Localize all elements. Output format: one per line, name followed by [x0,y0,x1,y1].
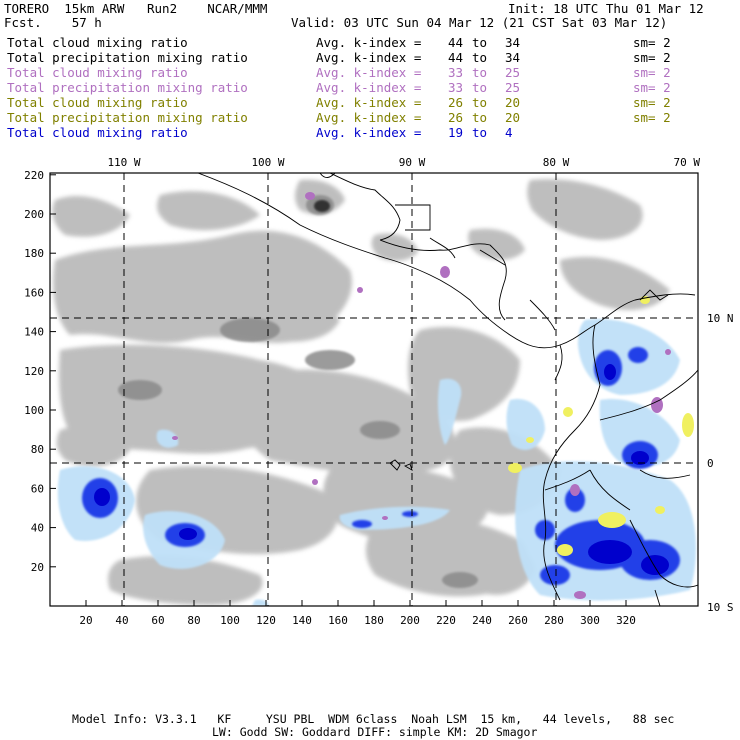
longitude-label: 100 W [251,156,284,169]
legend-field-name: Total cloud mixing ratio [7,95,188,110]
y-tick-label: 40 [31,522,44,535]
longitude-label: 80 W [543,156,570,169]
legend-field-name: Total cloud mixing ratio [7,35,188,50]
longitude-label: 70 W [674,156,701,169]
legend-kindex-max: 25 [505,65,521,80]
x-tick-label: 160 [328,614,348,627]
y-tick-label: 100 [24,404,44,417]
legend-kindex-min: 33 [448,80,464,95]
legend-smoothing: sm= 2 [633,35,671,50]
longitude-label: 110 W [107,156,140,169]
legend-kindex-max: 20 [505,110,521,125]
x-tick-label: 220 [436,614,456,627]
x-tick-label: 140 [292,614,312,627]
valid-time: Valid: 03 UTC Sun 04 Mar 12 (21 CST Sat … [291,15,668,30]
x-tick-label: 180 [364,614,384,627]
y-tick-label: 180 [24,247,44,260]
legend-field-name: Total cloud mixing ratio [7,65,188,80]
x-tick-label: 300 [580,614,600,627]
x-tick-label: 320 [616,614,636,627]
latitude-label: 10 N [707,312,734,325]
physics-info: LW: Godd SW: Goddard DIFF: simple KM: 2D… [212,725,538,739]
coastline [197,173,698,606]
y-tick-label: 80 [31,443,44,456]
y-tick-label: 160 [24,286,44,299]
y-tick-label: 120 [24,365,44,378]
legend-smoothing: sm= 2 [633,50,671,65]
forecast-hour: Fcst. 57 h [4,15,102,30]
legend-kindex-label: Avg. k-index = [316,50,429,65]
y-tick-label: 20 [31,561,44,574]
legend-kindex-max: 25 [505,80,521,95]
legend-kindex-min: 33 [448,65,464,80]
legend-kindex-to: to [472,80,488,95]
legend-kindex-to: to [472,95,488,110]
y-tick-label: 60 [31,482,44,495]
legend-kindex-to: to [472,35,488,50]
y-tick-label: 220 [24,169,44,182]
cloud-field [50,173,698,606]
x-tick-label: 40 [115,614,128,627]
legend-kindex-label: Avg. k-index = [316,35,429,50]
latitude-label: 10 S [707,601,734,614]
legend-kindex-min: 19 [448,125,464,140]
legend-smoothing: sm= 2 [633,95,671,110]
x-tick-label: 260 [508,614,528,627]
legend-kindex-max: 34 [505,50,521,65]
x-tick-label: 100 [220,614,240,627]
legend-kindex-min: 44 [448,50,464,65]
legend-kindex-max: 34 [505,35,521,50]
latitude-label: 0 [707,457,714,470]
model-title: TORERO 15km ARW Run2 NCAR/MMM [4,1,268,16]
longitude-labels: 110 W 100 W 90 W 80 W 70 W [107,156,700,169]
latitude-labels: 10 N 0 10 S [707,312,734,614]
legend-kindex-max: 4 [505,125,513,140]
legend-kindex-to: to [472,110,488,125]
legend-field-name: Total precipitation mixing ratio [7,110,248,125]
legend-smoothing: sm= 2 [633,80,671,95]
legend-smoothing: sm= 2 [633,110,671,125]
longitude-label: 90 W [399,156,426,169]
y-axis: 20 40 60 80 100 120 140 160 180 200 220 [24,169,56,574]
legend-field-name: Total precipitation mixing ratio [7,50,248,65]
x-axis: 20 40 60 80 100 120 140 160 180 200 220 240 260 280 30… [79,600,636,627]
legend-kindex-to: to [472,125,488,140]
legend-kindex-min: 26 [448,110,464,125]
graticule [50,173,698,606]
legend-kindex-label: Avg. k-index = [316,110,429,125]
legend-kindex-label: Avg. k-index = [316,80,429,95]
legend-kindex-to: to [472,50,488,65]
legend-smoothing: sm= 2 [633,65,671,80]
legend-field-name: Total precipitation mixing ratio [7,80,248,95]
init-time: Init: 18 UTC Thu 01 Mar 12 [508,1,704,16]
legend-field-name: Total cloud mixing ratio [7,125,188,140]
x-tick-label: 280 [544,614,564,627]
model-info: Model Info: V3.3.1 KF YSU PBL WDM 6class… [72,712,675,726]
y-tick-label: 140 [24,326,44,339]
legend-kindex-label: Avg. k-index = [316,125,429,140]
y-tick-label: 200 [24,208,44,221]
legend-kindex-min: 26 [448,95,464,110]
x-tick-label: 60 [151,614,164,627]
x-tick-label: 20 [79,614,92,627]
x-tick-label: 240 [472,614,492,627]
x-tick-label: 200 [400,614,420,627]
legend-kindex-label: Avg. k-index = [316,95,429,110]
x-tick-label: 80 [187,614,200,627]
legend-kindex-to: to [472,65,488,80]
legend-kindex-label: Avg. k-index = [316,65,429,80]
legend-kindex-max: 20 [505,95,521,110]
legend-kindex-min: 44 [448,35,464,50]
x-tick-label: 120 [256,614,276,627]
